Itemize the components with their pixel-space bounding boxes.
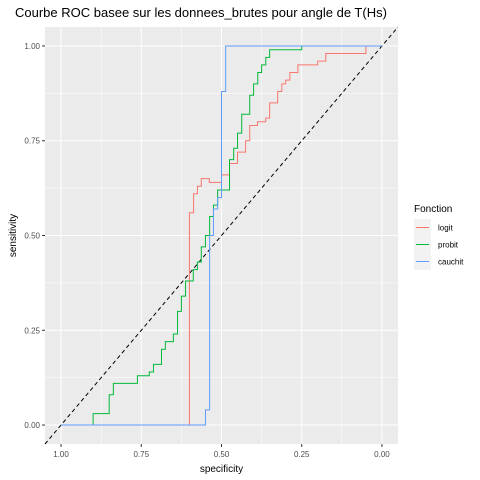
series-layer (61, 45, 382, 426)
reference-diagonal-line (44, 26, 399, 445)
x-tick-label: 1.00 (53, 450, 69, 459)
series-line-cauchit (61, 45, 382, 426)
series-line-logit (61, 45, 382, 426)
x-axis-label: specificity (200, 464, 243, 475)
legend-item-cauchit: cauchit (414, 253, 464, 270)
y-axis-label: sensitivity (8, 214, 19, 257)
y-tick-label: 0.75 (24, 137, 40, 146)
legend-items: logit probit cauchit (414, 219, 464, 270)
y-tick-label: 0.50 (24, 232, 40, 241)
x-tick-label: 0.75 (133, 450, 149, 459)
y-tick-label: 0.00 (24, 421, 40, 430)
x-tick-label: 0.25 (294, 450, 310, 459)
y-tick-label: 1.00 (24, 42, 40, 51)
legend-label: cauchit (438, 258, 464, 267)
chart-title: Courbe ROC basee sur les donnees_brutes … (15, 5, 387, 20)
legend: Fonction logit probit cauchit (414, 204, 464, 270)
y-axis-ticks: 0.00 0.25 0.50 0.75 1.00 (24, 42, 45, 430)
x-tick-label: 0.00 (374, 450, 390, 459)
x-axis-ticks: 1.00 0.75 0.50 0.25 0.00 (53, 444, 390, 459)
legend-label: logit (438, 224, 453, 233)
series-line-probit (61, 45, 382, 426)
legend-label: probit (438, 241, 459, 250)
x-tick-label: 0.50 (214, 450, 230, 459)
legend-title: Fonction (414, 204, 452, 215)
legend-item-probit: probit (414, 236, 459, 253)
y-tick-label: 0.25 (24, 326, 40, 335)
legend-item-logit: logit (414, 219, 453, 236)
